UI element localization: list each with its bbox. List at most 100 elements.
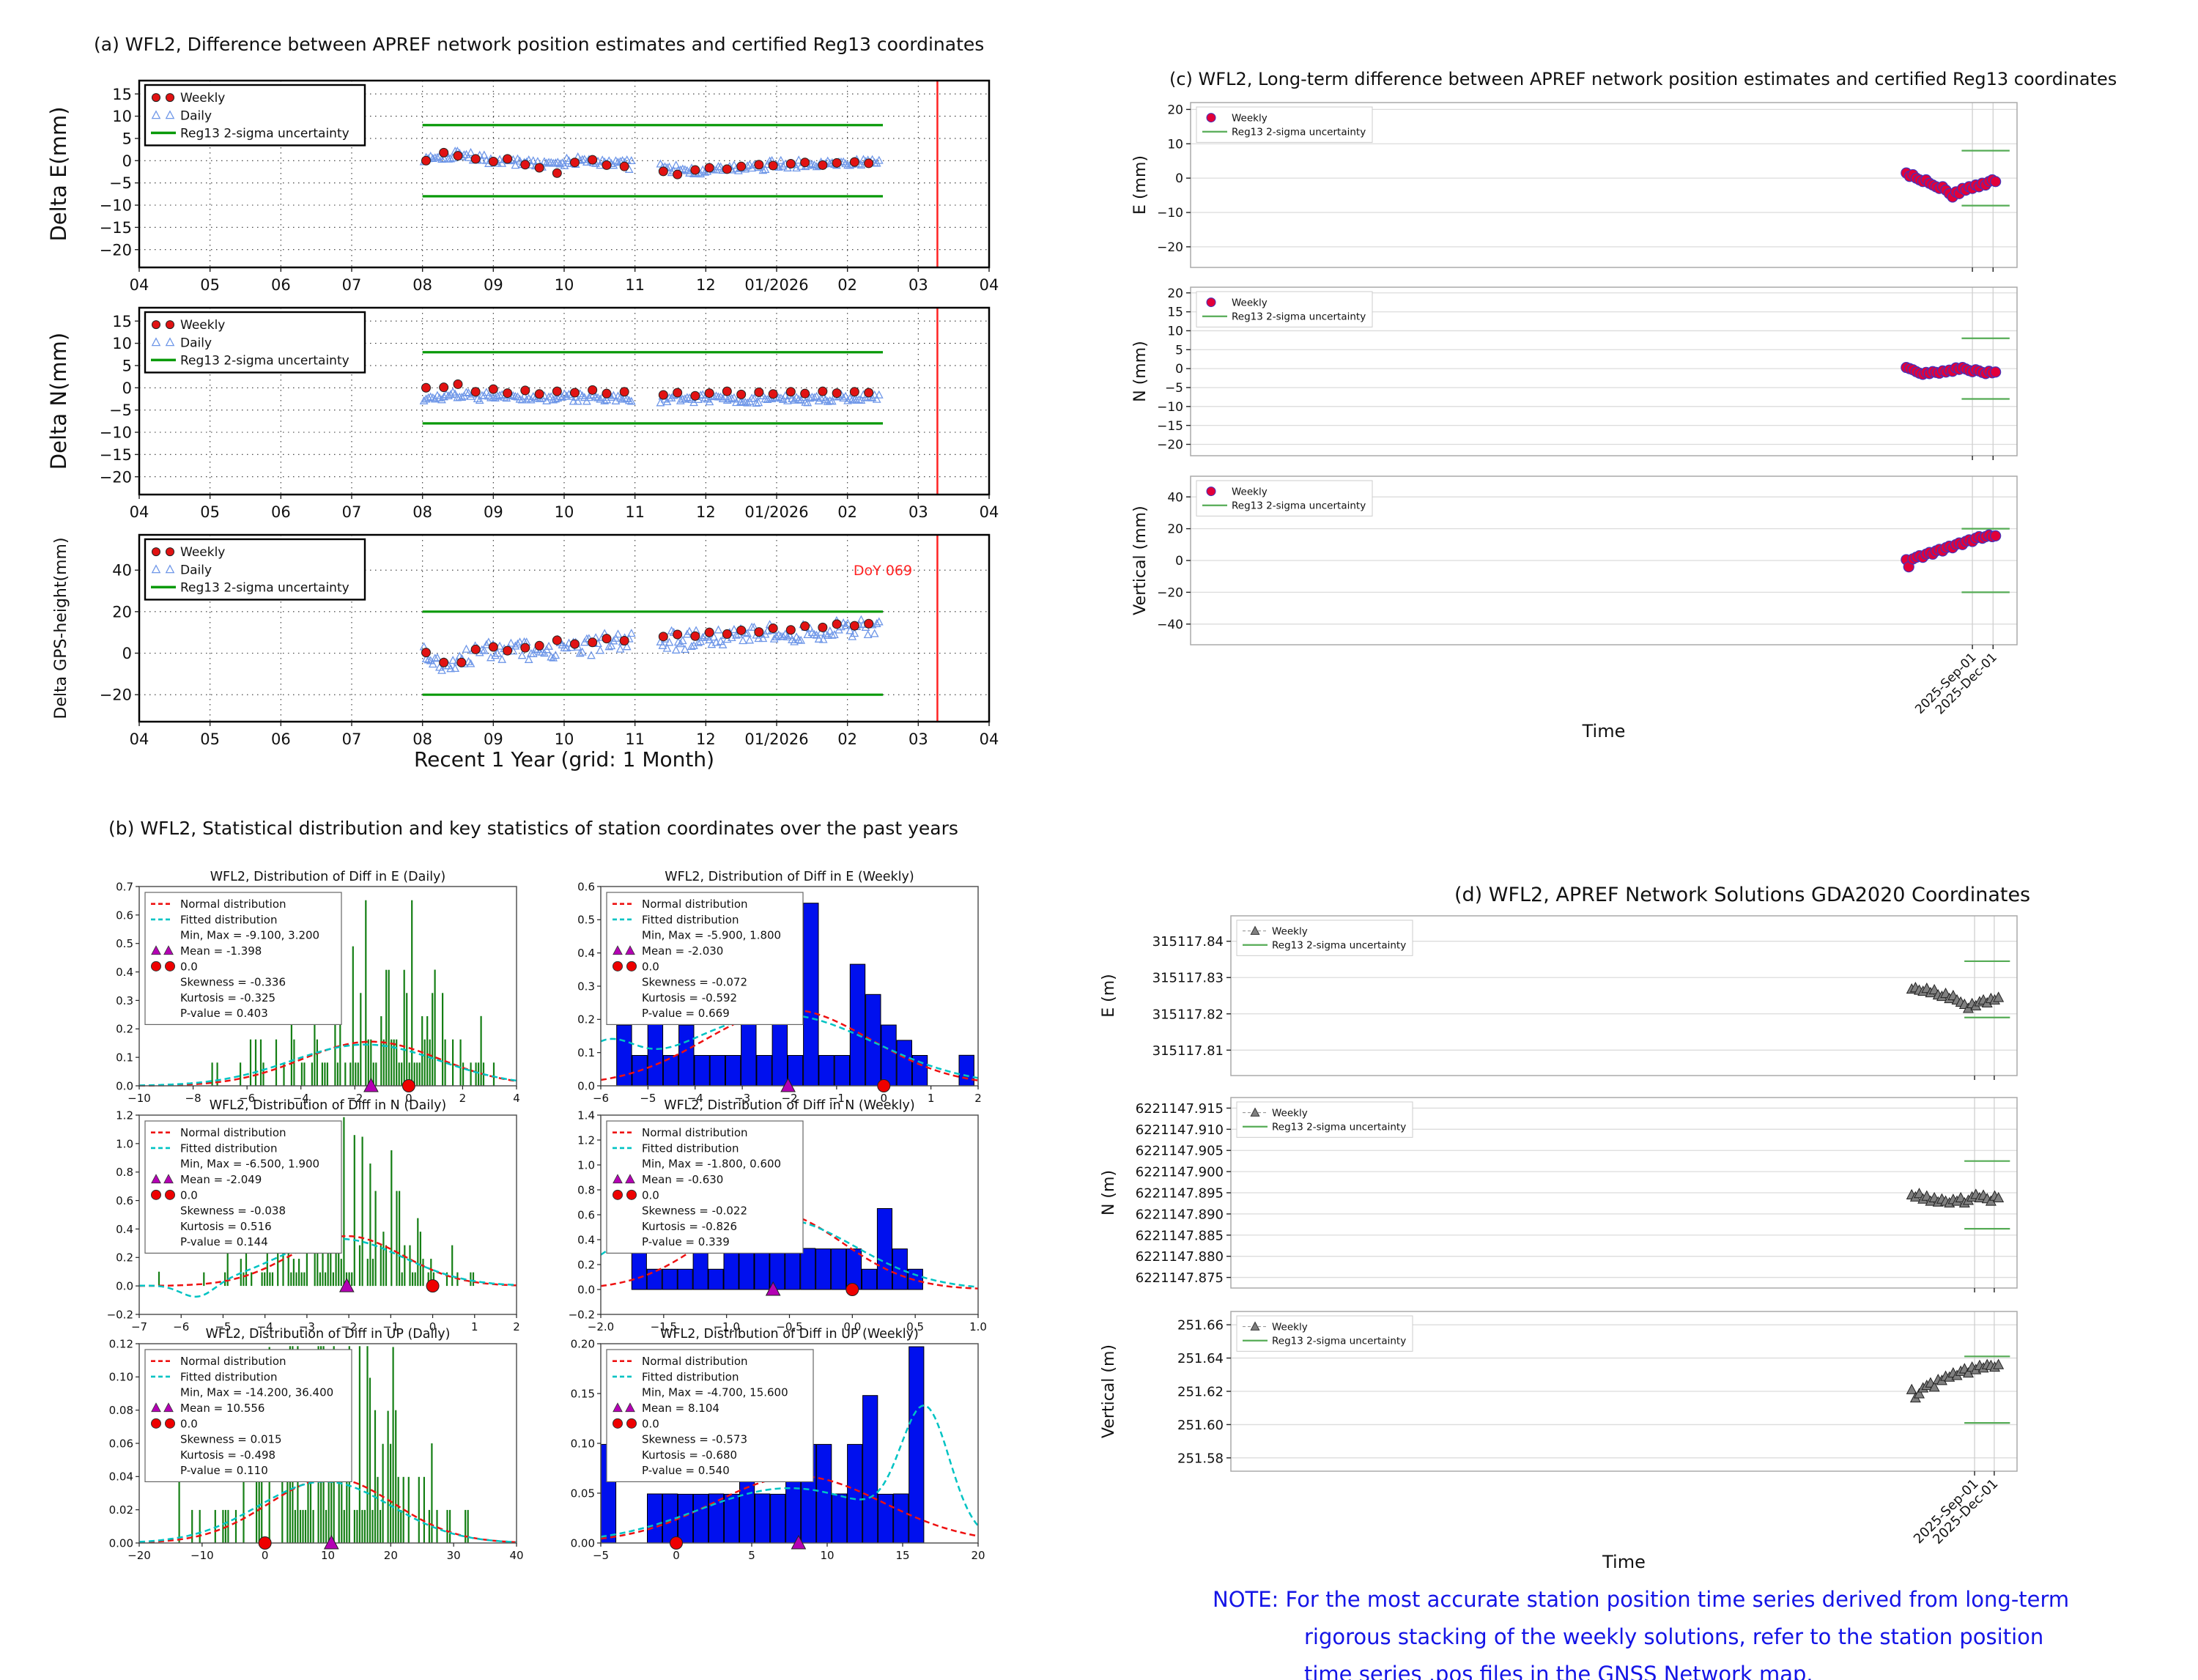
subplot-delta-height: DoY 069 04 05 06 07 08 09 10 11 12 01/2026 02 03 04 40… xyxy=(52,533,999,771)
svg-text:0.5: 0.5 xyxy=(577,914,595,927)
legend: Normal distribution Fitted distribution Mi… xyxy=(144,892,342,1025)
svg-text:0.0: 0.0 xyxy=(577,1283,595,1296)
subplot-d-vertical: 2025-Sep-012025-Dec-01251.66251.64251.62… xyxy=(1100,1311,2018,1572)
svg-text:−4: −4 xyxy=(687,1092,703,1105)
svg-text:30: 30 xyxy=(447,1549,461,1562)
svg-text:0.0: 0.0 xyxy=(116,1280,133,1293)
svg-text:20: 20 xyxy=(1167,103,1183,117)
svg-text:Fitted distribution: Fitted distribution xyxy=(180,913,277,926)
svg-text:−2: −2 xyxy=(781,1092,797,1105)
legend: Weekly Reg13 2-sigma uncertainty xyxy=(1196,106,1373,143)
svg-text:10: 10 xyxy=(1167,137,1183,152)
svg-text:Mean = -0.630: Mean = -0.630 xyxy=(642,1173,723,1186)
svg-text:6221147.895: 6221147.895 xyxy=(1136,1185,1224,1201)
svg-text:−5: −5 xyxy=(215,1320,231,1333)
subplot-delta-e-weekly-series xyxy=(421,147,874,180)
svg-text:04: 04 xyxy=(980,503,999,521)
svg-text:Min, Max = -6.500, 1.900: Min, Max = -6.500, 1.900 xyxy=(180,1158,319,1171)
hist-up-daily: −20 −10 0 10 20 30 40 0.00 0.02 0.04 0.06 0.08 0.10 0… xyxy=(109,1327,524,1562)
svg-text:03: 03 xyxy=(909,276,928,294)
svg-text:−10: −10 xyxy=(100,197,132,215)
y-axis-label: Vertical (m) xyxy=(1100,1344,1118,1438)
svg-text:15: 15 xyxy=(895,1549,909,1562)
svg-text:1.4: 1.4 xyxy=(577,1109,595,1122)
svg-text:6221147.900: 6221147.900 xyxy=(1136,1165,1224,1180)
svg-text:0.6: 0.6 xyxy=(116,1194,133,1207)
legend: Normal distribution Fitted distribution Mi… xyxy=(606,1120,804,1254)
svg-text:20: 20 xyxy=(384,1549,398,1562)
svg-text:0: 0 xyxy=(429,1320,437,1333)
svg-text:05: 05 xyxy=(200,503,220,521)
subplot-delta-n-weekly-series xyxy=(421,379,874,401)
svg-text:1.0: 1.0 xyxy=(969,1320,987,1333)
svg-text:11: 11 xyxy=(625,503,645,521)
svg-text:P-value = 0.540: P-value = 0.540 xyxy=(642,1464,730,1477)
svg-text:P-value = 0.110: P-value = 0.110 xyxy=(180,1464,268,1477)
panel-d-figure: 315117.84 315117.83 315117.82 315117.81 E (m… xyxy=(1100,915,2018,1572)
subplot-c-vertical-weekly-series xyxy=(1901,529,2002,573)
svg-text:Min, Max = -5.900, 1.800: Min, Max = -5.900, 1.800 xyxy=(642,929,781,942)
svg-text:Kurtosis = -0.680: Kurtosis = -0.680 xyxy=(642,1448,737,1462)
svg-text:−6: −6 xyxy=(173,1320,189,1333)
svg-text:Min, Max = -14.200, 36.400: Min, Max = -14.200, 36.400 xyxy=(180,1386,333,1399)
svg-text:P-value = 0.144: P-value = 0.144 xyxy=(180,1235,268,1248)
hist-up-weekly: −5 0 5 10 15 20 0.00 0.05 0.10 0.15 0.20 WFL2, Dist… xyxy=(571,1327,985,1562)
hist-title: WFL2, Distribution of Diff in N (Weekly) xyxy=(664,1098,914,1113)
hist-up-weekly-bars xyxy=(600,1346,925,1544)
zero-marker xyxy=(877,1079,891,1092)
svg-text:251.64: 251.64 xyxy=(1177,1351,1224,1366)
svg-text:20: 20 xyxy=(1167,286,1183,301)
hist-title: WFL2, Distribution of Diff in N (Daily) xyxy=(210,1098,447,1113)
svg-text:−0.5: −0.5 xyxy=(776,1320,802,1333)
svg-text:10: 10 xyxy=(555,276,574,294)
svg-text:Fitted distribution: Fitted distribution xyxy=(642,1141,739,1155)
svg-text:0.0: 0.0 xyxy=(180,960,198,973)
svg-text:−6: −6 xyxy=(239,1092,255,1105)
subplot-c-vertical: 2025-Sep-012025-Dec-0140200−20−40Vertica… xyxy=(1131,475,2018,741)
svg-text:Reg13 2-sigma uncertainty: Reg13 2-sigma uncertainty xyxy=(1232,311,1366,323)
svg-text:6221147.890: 6221147.890 xyxy=(1136,1207,1224,1222)
zero-marker xyxy=(258,1536,272,1550)
svg-text:−10: −10 xyxy=(100,424,132,442)
panel-b-figure: −10 −8 −6 −4 −2 0 2 40.00.10.20.30.40.50.60.7WF… xyxy=(107,870,987,1562)
svg-text:Weekly: Weekly xyxy=(180,545,225,560)
svg-text:0.1: 0.1 xyxy=(577,1046,595,1059)
svg-text:1.0: 1.0 xyxy=(116,1137,133,1150)
svg-text:5: 5 xyxy=(122,357,132,374)
svg-text:20: 20 xyxy=(971,1549,985,1562)
svg-text:03: 03 xyxy=(909,503,928,521)
svg-text:−2: −2 xyxy=(341,1320,357,1333)
svg-text:15: 15 xyxy=(112,86,132,103)
svg-text:Mean = 10.556: Mean = 10.556 xyxy=(180,1402,264,1415)
legend: Normal distribution Fitted distribution Mi… xyxy=(606,892,804,1025)
x-axis-label: Recent 1 Year (grid: 1 Month) xyxy=(414,747,714,771)
svg-text:−40: −40 xyxy=(1157,618,1183,632)
svg-text:0.2: 0.2 xyxy=(577,1013,595,1026)
svg-text:Reg13 2-sigma uncertainty: Reg13 2-sigma uncertainty xyxy=(180,580,349,595)
svg-text:2: 2 xyxy=(459,1092,467,1105)
svg-text:0.12: 0.12 xyxy=(109,1337,133,1350)
svg-text:07: 07 xyxy=(342,503,362,521)
svg-text:Min, Max = -1.800, 0.600: Min, Max = -1.800, 0.600 xyxy=(642,1158,781,1171)
svg-text:−1: −1 xyxy=(829,1092,845,1105)
subplot-delta-n: 04 05 06 07 08 09 10 11 12 01/2026 02 03 04 15 10 5 0 −5 −… xyxy=(46,306,999,521)
svg-text:1.2: 1.2 xyxy=(116,1109,133,1122)
svg-text:0.04: 0.04 xyxy=(109,1470,133,1484)
svg-text:Daily: Daily xyxy=(180,563,212,577)
svg-text:−20: −20 xyxy=(100,241,132,259)
zero-marker xyxy=(845,1283,859,1296)
svg-text:10: 10 xyxy=(820,1549,834,1562)
svg-text:Kurtosis = 0.516: Kurtosis = 0.516 xyxy=(180,1220,272,1233)
svg-text:0.6: 0.6 xyxy=(577,1208,595,1221)
svg-text:4: 4 xyxy=(513,1092,520,1105)
svg-text:0.02: 0.02 xyxy=(109,1503,133,1517)
hist-title: WFL2, Distribution of Diff in E (Daily) xyxy=(210,870,446,884)
svg-text:6221147.910: 6221147.910 xyxy=(1136,1122,1224,1138)
y-axis-label: N (mm) xyxy=(1131,341,1150,402)
svg-text:0: 0 xyxy=(880,1092,887,1105)
svg-text:5: 5 xyxy=(748,1549,755,1562)
svg-text:0: 0 xyxy=(262,1549,269,1562)
panel-d-title: (d) WFL2, APREF Network Solutions GDA202… xyxy=(1454,884,2031,906)
svg-text:−10: −10 xyxy=(1157,400,1183,415)
svg-text:Weekly: Weekly xyxy=(1272,925,1308,937)
